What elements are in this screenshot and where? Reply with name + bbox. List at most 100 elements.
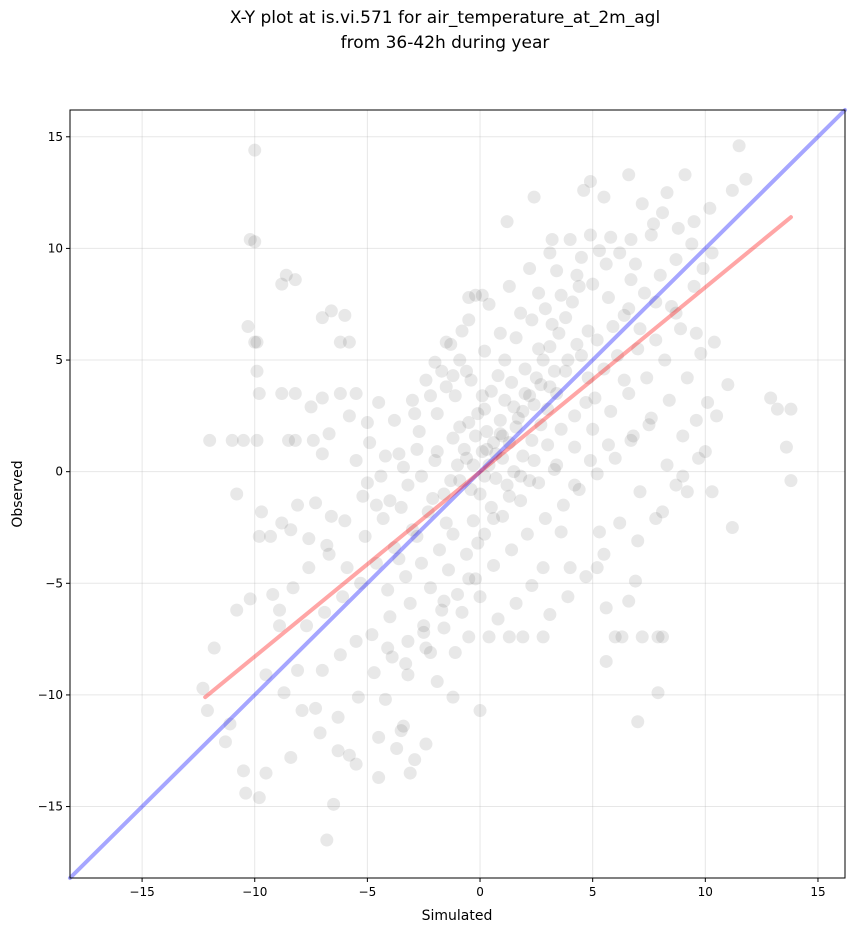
plot-frame	[69, 109, 846, 879]
data-point	[331, 744, 345, 758]
data-point	[331, 710, 345, 724]
data-point	[676, 469, 690, 483]
data-point	[306, 433, 320, 447]
data-point	[200, 704, 214, 718]
data-point	[473, 704, 487, 718]
data-point	[469, 572, 483, 586]
data-point	[275, 516, 289, 530]
data-point	[439, 380, 453, 394]
data-point	[656, 505, 670, 519]
data-point	[703, 201, 717, 215]
data-point	[687, 215, 701, 229]
data-point	[554, 288, 568, 302]
data-point	[284, 523, 298, 537]
data-point	[252, 791, 266, 805]
data-point	[617, 308, 631, 322]
data-point	[478, 402, 492, 416]
data-point	[446, 369, 460, 383]
data-point	[455, 605, 469, 619]
data-point	[561, 590, 575, 604]
data-point	[372, 395, 386, 409]
data-point	[356, 489, 370, 503]
data-point	[487, 512, 501, 526]
fit-line	[203, 215, 793, 700]
data-point	[475, 445, 489, 459]
data-point	[613, 516, 627, 530]
data-point	[570, 268, 584, 282]
data-point	[300, 619, 314, 633]
data-point	[579, 395, 593, 409]
data-point	[252, 387, 266, 401]
axis-ticks: −15 −10 −5 0 5 10 15 −15 −10 −5 0 5 10 15	[38, 130, 826, 899]
data-point	[642, 418, 656, 432]
data-point	[516, 404, 530, 418]
data-point	[478, 527, 492, 541]
data-point	[572, 483, 586, 497]
data-point	[230, 487, 244, 501]
data-point	[622, 168, 636, 182]
data-point	[333, 648, 347, 662]
data-point	[509, 331, 523, 345]
data-point	[367, 666, 381, 680]
data-point	[464, 483, 478, 497]
data-point	[660, 458, 674, 472]
data-point	[705, 485, 719, 499]
data-point	[574, 349, 588, 363]
data-point	[410, 529, 424, 543]
data-point	[291, 498, 305, 512]
data-point	[502, 630, 516, 644]
data-point	[536, 353, 550, 367]
data-point	[387, 413, 401, 427]
data-point	[342, 335, 356, 349]
data-point	[784, 474, 798, 488]
data-point	[315, 391, 329, 405]
data-point	[487, 436, 501, 450]
data-point	[676, 429, 690, 443]
reference-lines	[68, 108, 847, 880]
data-point	[583, 228, 597, 242]
data-point	[604, 404, 618, 418]
data-point	[446, 690, 460, 704]
data-point	[502, 489, 516, 503]
data-point	[624, 433, 638, 447]
data-point	[550, 458, 564, 472]
data-point	[514, 469, 528, 483]
data-point	[403, 766, 417, 780]
data-point	[588, 391, 602, 405]
data-point	[439, 516, 453, 530]
data-point	[496, 429, 510, 443]
chart-title: X-Y plot at is.vi.571 for air_temperatur…	[230, 8, 660, 28]
data-point	[385, 650, 399, 664]
data-point	[291, 663, 305, 677]
data-point	[333, 387, 347, 401]
data-point	[421, 505, 435, 519]
data-point	[378, 692, 392, 706]
y-tick-label: −5	[45, 576, 63, 590]
data-point	[396, 460, 410, 474]
data-point	[523, 389, 537, 403]
data-point	[414, 556, 428, 570]
data-point	[360, 476, 374, 490]
data-point	[554, 422, 568, 436]
data-point	[662, 393, 676, 407]
x-tick-label: −15	[129, 885, 154, 899]
x-tick-label: 5	[589, 885, 597, 899]
data-point	[556, 498, 570, 512]
data-point	[563, 561, 577, 575]
data-point	[288, 433, 302, 447]
data-point	[327, 797, 341, 811]
data-point	[635, 630, 649, 644]
data-point	[381, 641, 395, 655]
data-point	[601, 438, 615, 452]
data-point	[725, 183, 739, 197]
data-point	[685, 237, 699, 251]
data-point	[453, 420, 467, 434]
data-point	[707, 335, 721, 349]
data-point	[405, 523, 419, 537]
data-point	[491, 612, 505, 626]
data-point	[583, 454, 597, 468]
data-point	[647, 217, 661, 231]
data-point	[622, 594, 636, 608]
data-point	[264, 529, 278, 543]
